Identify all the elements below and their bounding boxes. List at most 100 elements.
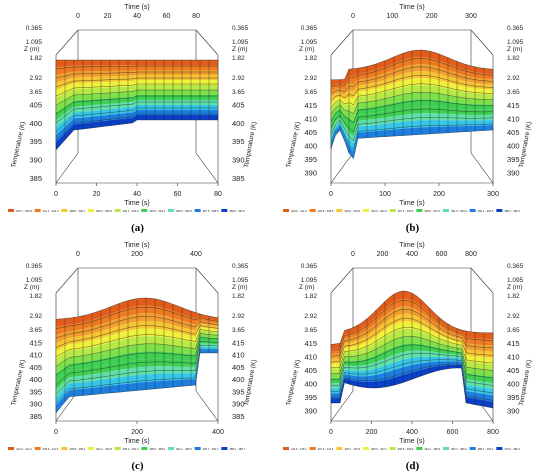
- surface-band: [331, 113, 493, 144]
- z-tick-right: 400: [507, 380, 520, 389]
- surface-mesh-line: [330, 58, 494, 87]
- x-tick-top: 400: [190, 251, 202, 258]
- z-tick-left: 395: [29, 137, 42, 146]
- z-axis-label-left: Temperature (K): [10, 121, 27, 168]
- surface-band: [331, 106, 493, 137]
- caption-b: (b): [405, 222, 420, 234]
- y-tick-right: 1.82: [232, 55, 245, 62]
- surface-band: [56, 95, 218, 120]
- chart-a: Time (s) 0 20 40 60 80 0 20 40 60 80 Time (s) Z (m) Z…: [8, 4, 258, 213]
- surface-mesh-line: [330, 123, 494, 151]
- surface-band: [56, 90, 218, 113]
- surface-mesh-line: [330, 318, 494, 363]
- z-tick-left: 390: [304, 407, 317, 416]
- z-tick-right: 410: [232, 351, 245, 360]
- surface-band: [56, 320, 218, 351]
- legend-entry: 387.5 - 389.6: [203, 209, 219, 213]
- y-tick-left: 1.82: [29, 293, 42, 300]
- z-tick-right: 405: [507, 128, 520, 137]
- surface-mesh-line: [55, 297, 219, 320]
- z-tick-left: 415: [304, 101, 317, 110]
- x-tick-bottom: 200: [433, 191, 445, 198]
- x-tick-bottom: 200: [131, 429, 143, 436]
- surface-band: [56, 326, 218, 359]
- y-tick-left: 1.82: [304, 55, 317, 62]
- x-tick-bottom: 0: [329, 429, 333, 436]
- y-axis-label-left: Z (m): [24, 46, 40, 53]
- z-tick-left: 390: [29, 400, 42, 409]
- y-tick-right: 2.92: [507, 75, 520, 82]
- legend-swatch: [221, 447, 228, 450]
- surface-mesh-line: [330, 359, 494, 394]
- legend-entry: 379.6 - 382.1: [504, 447, 520, 451]
- surface-mesh-line: [330, 92, 493, 115]
- top-right-diag: [195, 29, 219, 56]
- surface-mesh-line: [331, 367, 494, 409]
- y-tick-left: 3.65: [304, 327, 317, 334]
- top-right-diag: [470, 29, 494, 56]
- caption-d: (d): [405, 460, 420, 472]
- x-tick-top: 0: [76, 251, 80, 258]
- panel-d: Time (s) 0 200 400 600 800 0 200 400 600 800 Time (…: [275, 238, 550, 476]
- y-tick-right: 2.92: [232, 75, 245, 82]
- legend-entry: 396.5 - 399.6: [398, 447, 414, 451]
- y-tick-right: 3.65: [232, 327, 245, 334]
- surface-mesh-line: [330, 75, 494, 101]
- y-tick-left: 0.365: [301, 25, 318, 32]
- legend-swatch: [416, 209, 423, 212]
- surface-mesh-line: [55, 101, 218, 124]
- x-axis-label-top: Time (s): [124, 4, 149, 11]
- y-tick-left: 1.095: [26, 277, 43, 284]
- x-tick-top: 40: [133, 13, 141, 20]
- legend-swatch: [88, 209, 94, 212]
- z-tick-left: 405: [304, 366, 317, 375]
- y-tick-right: 3.65: [507, 89, 520, 96]
- surface-mesh-line: [55, 341, 219, 386]
- legend-entry: 406.8 - 408.2: [69, 447, 85, 451]
- legend-entry: 388.1 - 390.1: [504, 209, 520, 213]
- surface-mesh-line: [330, 49, 494, 80]
- y-axis-label-right: Z (m): [232, 46, 248, 53]
- legend-entry: 392.2 - 389.4: [451, 447, 467, 451]
- surface-mesh-line: [330, 117, 494, 142]
- y-tick-right: 1.095: [232, 277, 249, 284]
- surface-mesh-line: [55, 95, 218, 115]
- legend-swatch: [61, 447, 68, 450]
- legend-entry: 391.4 - 396.5: [424, 447, 440, 451]
- top-right-diag: [195, 267, 219, 294]
- legend-swatch: [309, 209, 316, 212]
- legend-swatch: [8, 209, 14, 212]
- z-tick-left: 410: [29, 351, 42, 360]
- legend-entry: 390.1 - 391.5: [478, 209, 494, 213]
- bottom-right-diag: [470, 152, 494, 184]
- legend-entry: 412.6 - 414.1: [16, 447, 32, 451]
- legend-entry: 401.1 - 402.3: [43, 209, 59, 213]
- legend-entry: 393.5 - 394.2: [149, 209, 165, 213]
- legend-swatch: [416, 447, 423, 450]
- top-left-diag: [330, 29, 354, 56]
- legend-swatch: [168, 447, 174, 450]
- surface-mesh-line: [330, 100, 493, 123]
- surface-band: [331, 85, 493, 115]
- y-tick-right: 0.365: [507, 263, 524, 270]
- y-tick-right: 3.65: [507, 327, 520, 334]
- legend-entry: 390.7 - 392.1: [203, 447, 219, 451]
- surface-band: [56, 80, 218, 98]
- x-tick-top: 0: [76, 13, 80, 20]
- legend-swatch: [168, 209, 174, 212]
- y-tick-left: 2.92: [304, 75, 317, 82]
- surface-mesh-line: [55, 89, 218, 106]
- surface-mesh-line: [55, 348, 219, 404]
- y-tick-left: 2.92: [304, 313, 317, 320]
- surface-mesh-line: [55, 77, 218, 88]
- surface-band: [331, 92, 493, 122]
- z-tick-left: 410: [304, 353, 317, 362]
- z-tick-left: 415: [29, 338, 42, 347]
- z-tick-right: 415: [507, 339, 520, 348]
- y-tick-right: 1.095: [232, 39, 249, 46]
- legend-swatch: [443, 209, 449, 212]
- surface-band: [331, 124, 493, 159]
- surface-mesh-line: [330, 83, 494, 108]
- z-tick-right: 410: [507, 353, 520, 362]
- x-tick-top: 200: [131, 251, 143, 258]
